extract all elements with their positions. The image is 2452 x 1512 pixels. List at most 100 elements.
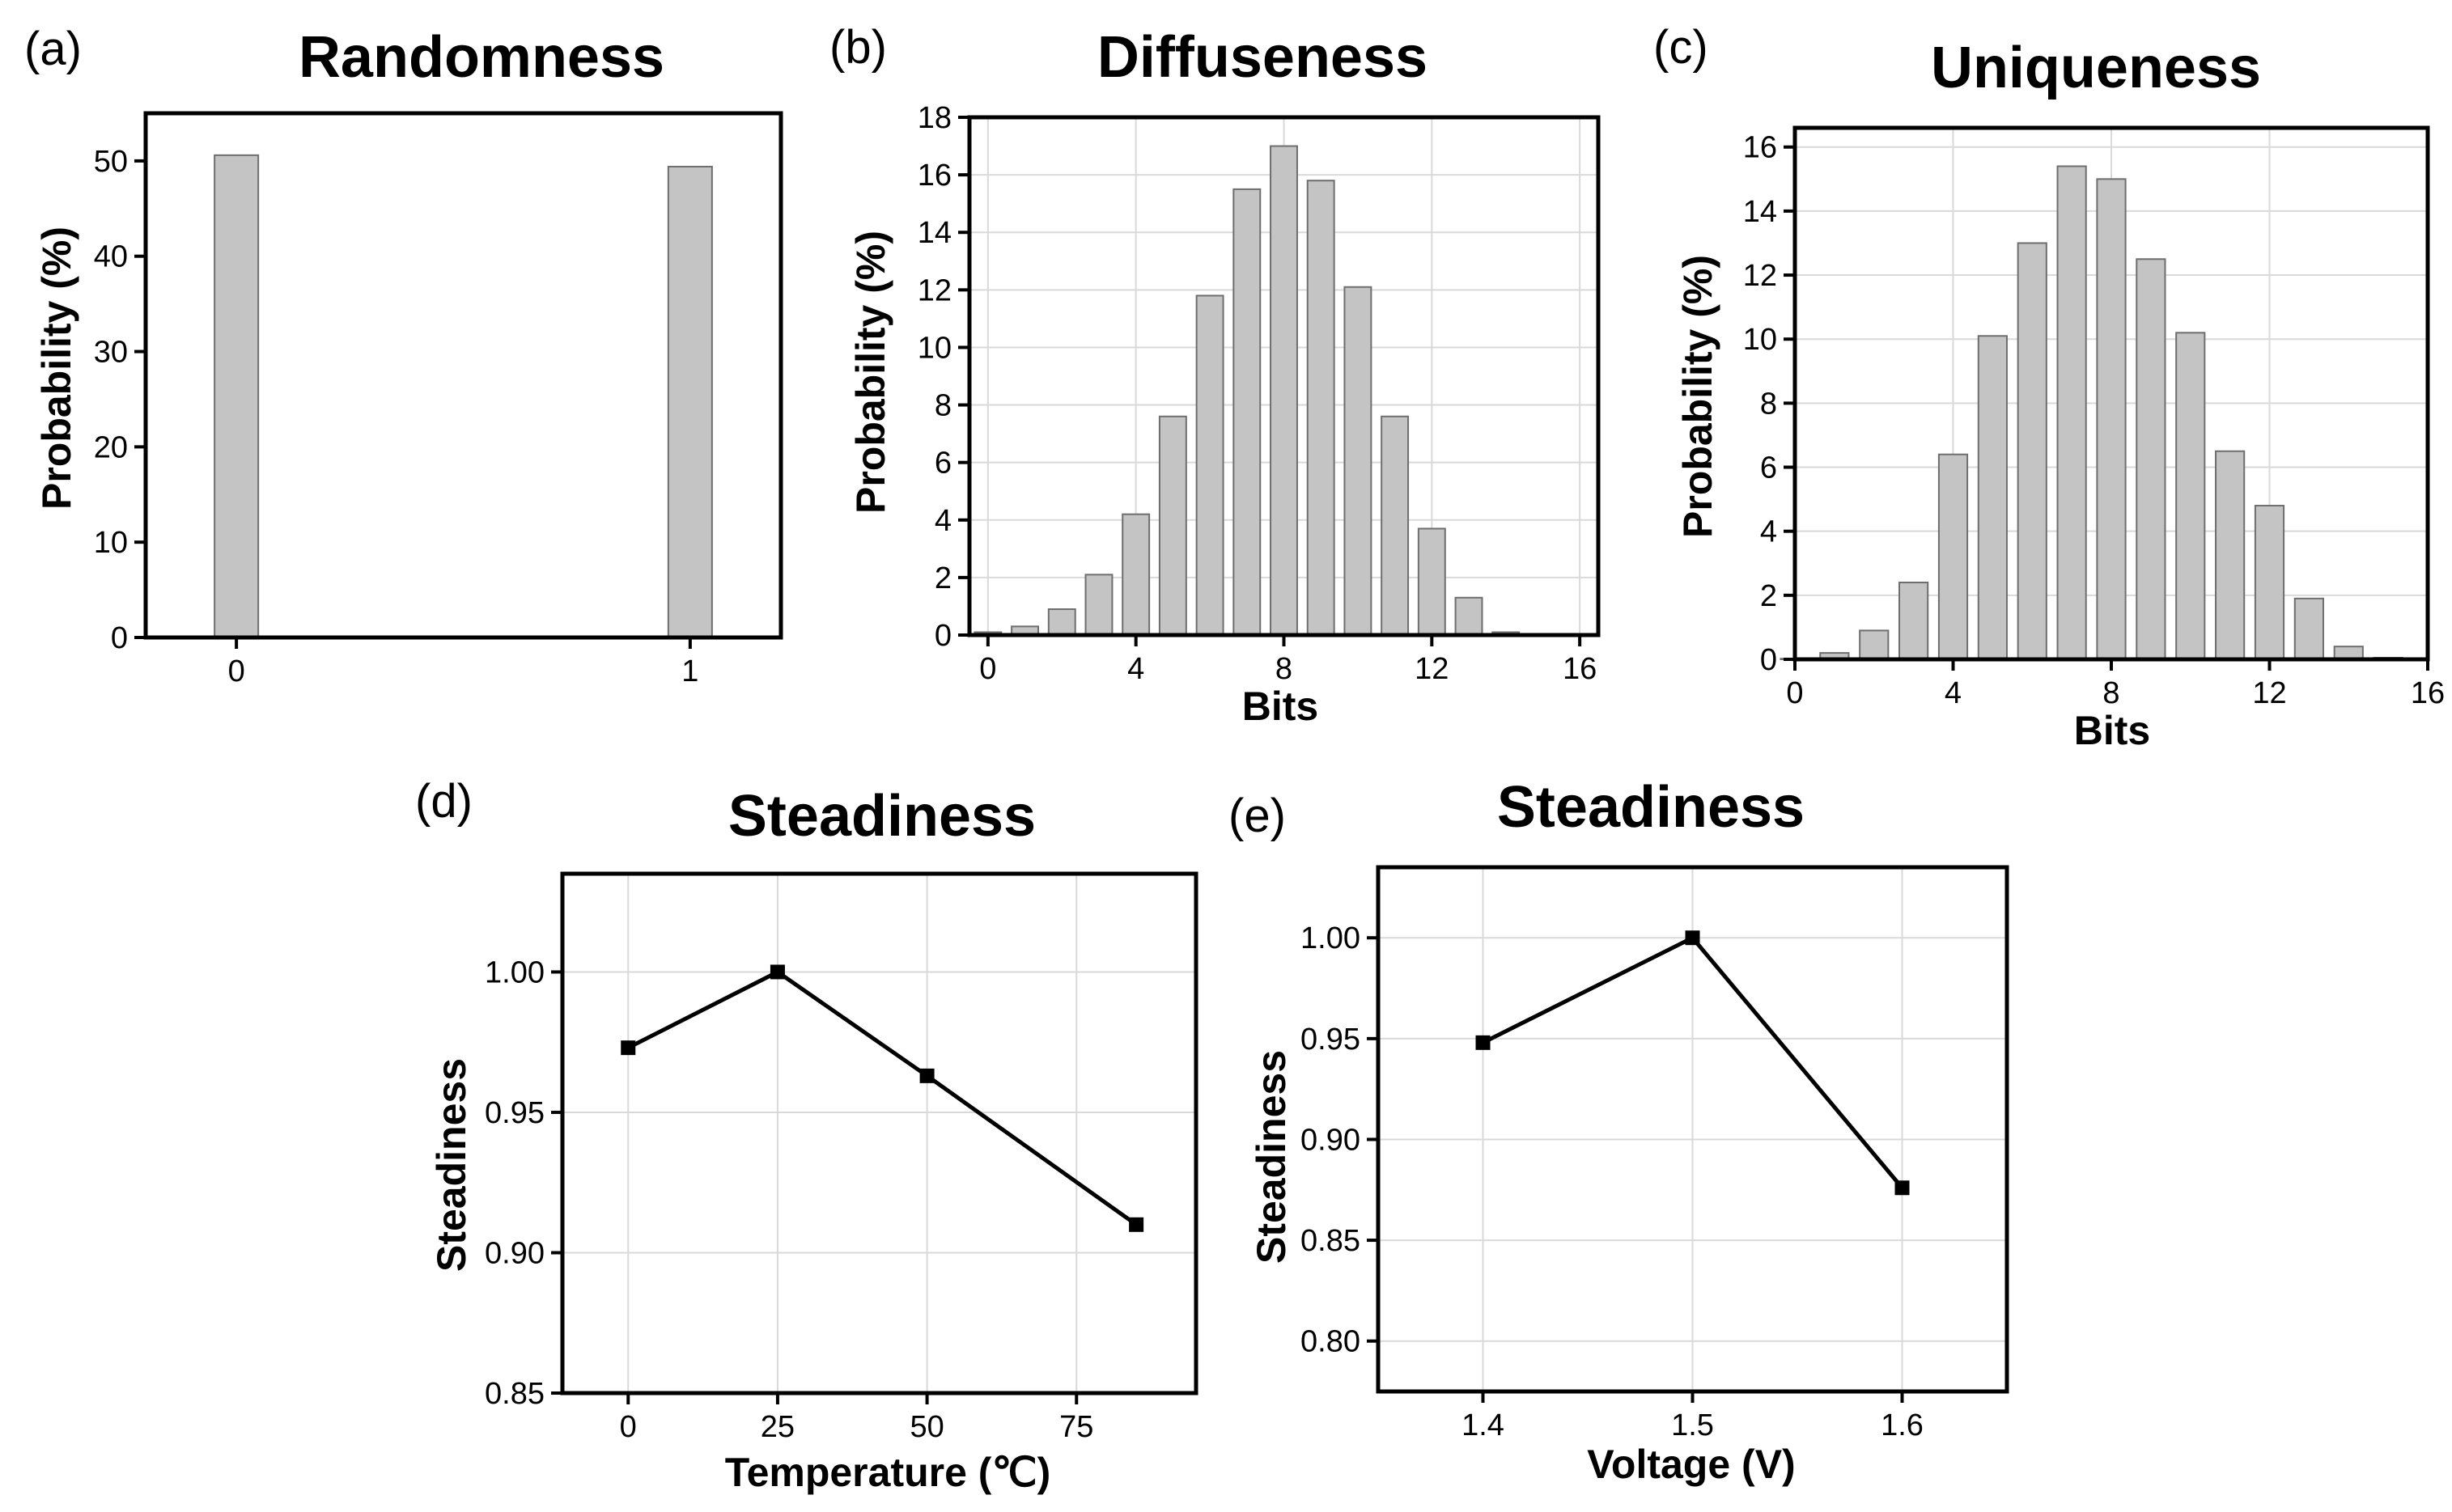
bar	[1977, 335, 2008, 660]
panel-uniqueness: (c) Uniqueness Probability (%) Bits 0 2 4 6…	[1653, 21, 2445, 753]
bar	[2215, 450, 2246, 660]
y-tick-label: 6	[1760, 451, 1777, 485]
panel-steadiness-temperature: (d) Steadiness Steadiness Temperature (℃…	[415, 775, 1198, 1495]
y-tick-label: 14	[918, 216, 952, 250]
x-tick-label: 0	[979, 652, 996, 686]
bar	[1381, 415, 1410, 636]
bar	[2175, 332, 2206, 660]
series-line	[627, 969, 1138, 1226]
y-tick-label: 40	[94, 240, 128, 274]
plot-frame	[560, 871, 1198, 1396]
x-tick-label: 0	[620, 1410, 637, 1444]
bar	[1047, 608, 1076, 636]
x-tick-label: 12	[2252, 676, 2286, 710]
y-tick-label: 30	[94, 336, 128, 370]
data-point	[919, 1068, 935, 1083]
x-tick-label: 8	[1275, 652, 1292, 686]
x-tick-label: 0	[228, 654, 245, 688]
data-point	[621, 1040, 636, 1056]
data-point	[1129, 1217, 1144, 1232]
x-tick-label: 75	[1059, 1410, 1093, 1444]
bar	[1122, 513, 1151, 637]
y-tick-label: 0.95	[1300, 1023, 1360, 1057]
bar	[2096, 178, 2127, 660]
bar	[1270, 145, 1298, 637]
plot-area: 0 2 4 6 8 10 12 14 16 18 0 4 8 12 16	[918, 101, 1601, 686]
panel-label: (a)	[24, 23, 82, 75]
y-tick-label: 0.95	[485, 1096, 545, 1130]
bar	[1417, 527, 1446, 637]
y-tick-label: 10	[918, 331, 952, 365]
x-tick-label: 0	[1786, 676, 1803, 710]
y-tick-label: 0	[1760, 643, 1777, 677]
y-axis-title: Steadiness	[1249, 1050, 1294, 1264]
x-tick-label: 1.4	[1461, 1408, 1504, 1442]
bar	[1937, 453, 1969, 660]
bar	[1084, 574, 1114, 636]
data-point	[1685, 930, 1700, 946]
y-axis-title: Probability (%)	[34, 227, 79, 510]
x-tick-label: 50	[910, 1410, 944, 1444]
x-axis-title: Bits	[2074, 708, 2150, 753]
bar	[2017, 242, 2047, 660]
y-tick-label: 0	[111, 621, 128, 655]
y-tick-label: 18	[918, 101, 952, 135]
panel-randomness: (a) Randomness Probability (%) 010203040…	[24, 23, 783, 688]
y-tick-label: 12	[918, 273, 952, 307]
y-tick-label: 6	[935, 447, 952, 481]
y-tick-label: 4	[935, 504, 952, 538]
chart-title: Diffuseness	[1097, 25, 1428, 90]
plot-area: 0 2 4 6 8 10 12 14 16 0 4 8 12 16	[1743, 125, 2445, 710]
x-axis-title: Temperature (℃)	[725, 1450, 1051, 1495]
plot-area: 0 10 20 30 40 50 0 1	[94, 111, 783, 688]
y-tick-label: 12	[1743, 259, 1777, 293]
y-tick-label: 8	[1760, 387, 1777, 421]
y-tick-label: 16	[1743, 131, 1777, 165]
x-axis-title: Bits	[1242, 684, 1318, 729]
bar	[1195, 294, 1224, 636]
chart-title: Steadiness	[728, 784, 1036, 849]
bar	[2254, 505, 2285, 661]
y-tick-label: 0.80	[1300, 1325, 1360, 1359]
y-tick-label: 0.85	[1300, 1224, 1360, 1258]
bar	[1859, 629, 1890, 660]
bar	[667, 165, 713, 638]
y-tick-label: 20	[94, 430, 128, 464]
y-tick-label: 10	[94, 526, 128, 560]
y-tick-label: 0.85	[485, 1377, 545, 1411]
y-axis-title: Probability (%)	[848, 231, 893, 514]
panel-label: (c)	[1653, 21, 1708, 74]
y-tick-label: 0.90	[1300, 1123, 1360, 1157]
chart-title: Steadiness	[1497, 775, 1805, 840]
y-tick-label: 2	[935, 561, 952, 595]
x-tick-label: 16	[1563, 652, 1597, 686]
panel-label: (d)	[415, 775, 473, 828]
bar	[1454, 596, 1483, 636]
bar	[1306, 180, 1335, 636]
bar	[1232, 188, 1262, 636]
y-tick-label: 8	[935, 389, 952, 423]
x-tick-label: 25	[761, 1410, 795, 1444]
x-tick-label: 1	[681, 654, 698, 688]
x-tick-label: 1.6	[1881, 1408, 1924, 1442]
chart-title: Randomness	[299, 25, 664, 90]
panel-label: (e)	[1228, 790, 1286, 842]
y-tick-label: 1.00	[1300, 921, 1360, 955]
data-point	[1894, 1180, 1910, 1196]
y-axis-title: Steadiness	[429, 1058, 474, 1272]
plot-frame	[143, 111, 783, 640]
data-point	[770, 964, 785, 980]
chart-title: Uniqueness	[1931, 36, 2261, 100]
y-tick-label: 1.00	[485, 955, 545, 989]
bar	[1158, 415, 1187, 636]
x-tick-label: 12	[1415, 652, 1449, 686]
x-tick-label: 16	[2411, 676, 2445, 710]
y-tick-label: 4	[1760, 515, 1777, 549]
x-axis-title: Voltage (V)	[1587, 1442, 1795, 1487]
bar	[2136, 258, 2166, 660]
y-tick-label: 0	[935, 619, 952, 653]
y-tick-label: 16	[918, 159, 952, 193]
y-tick-label: 14	[1743, 195, 1777, 229]
plot-area: 0.85 0.90 0.95 1.00 0 25 50 75	[485, 871, 1198, 1444]
plot-area: 0.80 0.85 0.90 0.95 1.00 1.4 1.5 1.6	[1300, 865, 2009, 1442]
